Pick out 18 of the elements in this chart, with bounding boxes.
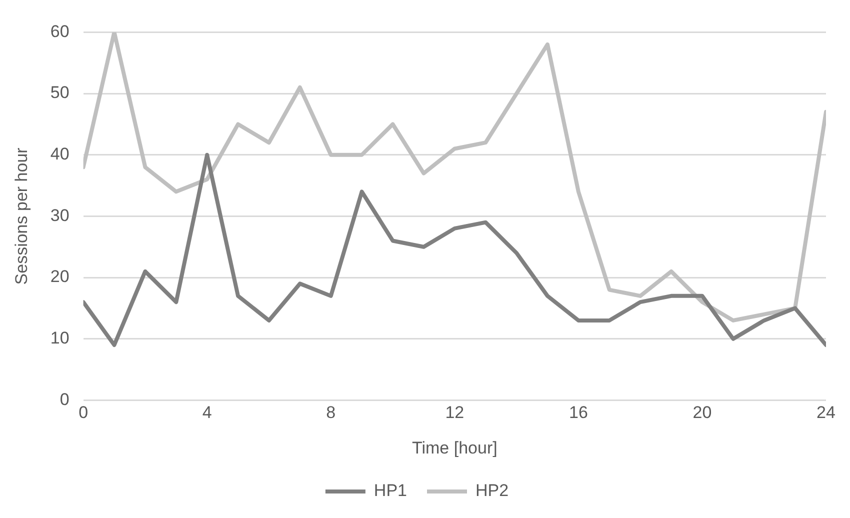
y-tick-label: 20 (50, 267, 70, 286)
y-tick-label: 0 (60, 390, 70, 409)
x-tick-label: 12 (445, 403, 464, 422)
x-tick-label: 0 (78, 403, 88, 422)
x-tick-label: 20 (692, 403, 712, 422)
x-tick-label: 8 (326, 403, 336, 422)
x-tick-label: 16 (568, 403, 588, 422)
y-tick-label: 30 (50, 206, 70, 225)
y-tick-label: 60 (50, 22, 70, 41)
x-tick-label: 4 (202, 403, 212, 422)
y-tick-label: 50 (50, 83, 70, 102)
y-tick-label: 10 (50, 328, 70, 348)
x-axis-title: Time [hour] (412, 438, 498, 458)
legend-label: HP2 (476, 481, 509, 500)
x-tick-label: 24 (816, 403, 836, 422)
y-tick-label: 40 (50, 144, 70, 164)
legend-label: HP1 (374, 481, 408, 500)
y-axis-title: Sessions per hour (12, 147, 31, 285)
